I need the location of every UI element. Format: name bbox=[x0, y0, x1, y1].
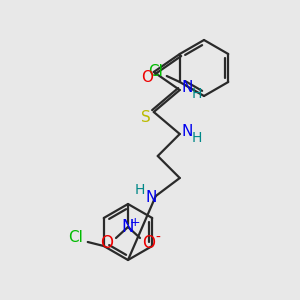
Text: N: N bbox=[181, 124, 192, 139]
Text: -: - bbox=[156, 231, 161, 245]
Text: O: O bbox=[100, 234, 113, 252]
Text: N: N bbox=[181, 80, 192, 94]
Text: H: H bbox=[192, 131, 202, 145]
Text: S: S bbox=[141, 110, 151, 125]
Text: O: O bbox=[142, 234, 155, 252]
Text: H: H bbox=[135, 183, 145, 197]
Text: H: H bbox=[192, 87, 202, 101]
Text: +: + bbox=[130, 215, 140, 229]
Text: Cl: Cl bbox=[68, 230, 83, 245]
Text: O: O bbox=[141, 70, 153, 86]
Text: Cl: Cl bbox=[148, 64, 163, 80]
Text: N: N bbox=[122, 218, 134, 236]
Text: N: N bbox=[145, 190, 156, 206]
